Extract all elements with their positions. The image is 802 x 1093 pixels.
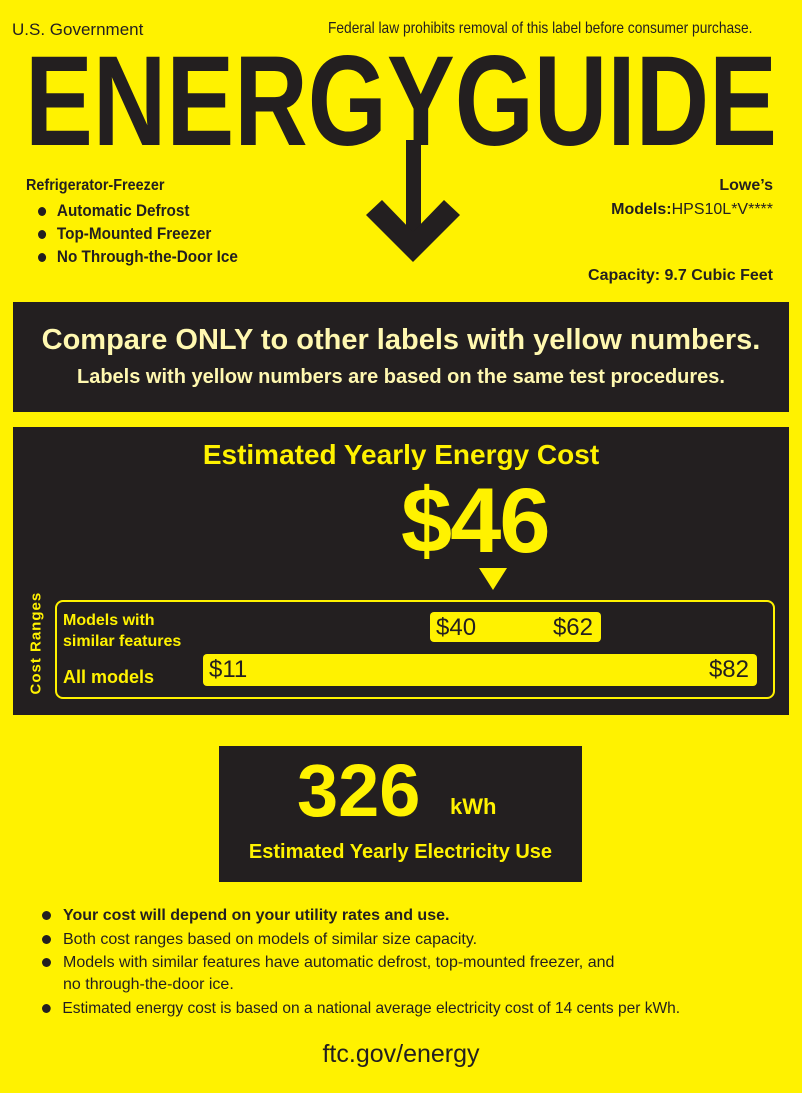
- electricity-value: 326: [297, 749, 421, 832]
- all-range-bar: $11 $82: [203, 654, 757, 686]
- feature-item: Automatic Defrost: [38, 201, 190, 221]
- cost-heading: Estimated Yearly Energy Cost: [202, 439, 600, 470]
- arrow-down-icon: [366, 140, 460, 262]
- bullet-icon: [42, 1004, 51, 1014]
- bullet-icon: [38, 207, 47, 217]
- electricity-panel: 326 kWh Estimated Yearly Electricity Use: [219, 746, 582, 882]
- energyguide-logo: ENERGYGUIDE: [25, 40, 777, 262]
- electricity-label: Estimated Yearly Electricity Use: [248, 841, 553, 863]
- electricity-unit: kWh: [450, 794, 497, 819]
- similar-range-bar: $40 $62: [430, 612, 601, 642]
- note-item: Your cost will depend on your utility ra…: [42, 907, 449, 925]
- government-text: U.S. Government: [12, 20, 144, 39]
- compare-panel: Compare ONLY to other labels with yellow…: [13, 302, 789, 412]
- bullet-icon: [42, 935, 51, 945]
- bullet-icon: [42, 958, 51, 968]
- cost-ranges-label: Cost Ranges: [27, 591, 45, 695]
- all-low: $11: [209, 656, 248, 683]
- logo-title: ENERGYGUIDE: [25, 40, 777, 173]
- cost-pointer-icon: [479, 568, 507, 590]
- compare-line1: Compare ONLY to other labels with yellow…: [41, 324, 761, 356]
- models: Models:HPS10L*V****: [611, 201, 773, 218]
- bullet-icon: [42, 911, 51, 921]
- capacity: Capacity: 9.7 Cubic Feet: [588, 267, 773, 284]
- note-item: Models with similar features have automa…: [42, 954, 614, 972]
- feature-item: Top-Mounted Freezer: [38, 224, 211, 244]
- removal-notice: Federal law prohibits removal of this la…: [328, 20, 753, 37]
- cost-value: $46: [401, 470, 550, 572]
- note-item: Both cost ranges based on models of simi…: [42, 931, 477, 949]
- compare-line2: Labels with yellow numbers are based on …: [77, 366, 725, 388]
- product-type: Refrigerator-Freezer: [26, 177, 165, 194]
- brand: Lowe’s: [719, 177, 773, 194]
- bullet-icon: [38, 230, 47, 240]
- note-continuation: no through-the-door ice.: [63, 976, 234, 993]
- all-models-label: All models: [63, 667, 155, 687]
- cost-panel: Estimated Yearly Energy Cost $46 Cost Ra…: [13, 427, 789, 715]
- bullet-icon: [38, 253, 47, 263]
- similar-models-label: Models with similar features: [63, 612, 182, 650]
- similar-low: $40: [436, 614, 477, 641]
- note-item: Estimated energy cost is based on a nati…: [42, 1000, 680, 1018]
- feature-item: No Through-the-Door Ice: [38, 247, 238, 267]
- similar-high: $62: [552, 614, 593, 641]
- ftc-link[interactable]: ftc.gov/energy: [322, 1040, 480, 1068]
- cost-ranges-box: [55, 600, 775, 699]
- all-high: $82: [708, 656, 749, 683]
